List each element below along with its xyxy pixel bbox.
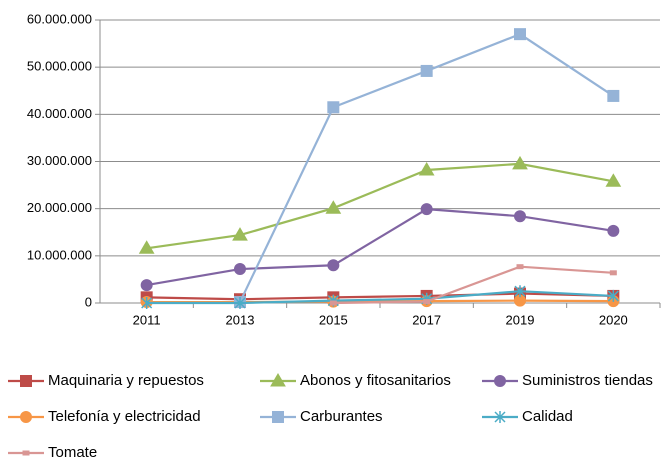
y-tick-label: 30.000.000 xyxy=(27,153,92,168)
x-tick-label: 2011 xyxy=(133,312,161,327)
y-tick-label: 0 xyxy=(85,294,92,309)
x-tick-label: 2013 xyxy=(226,312,255,327)
marker xyxy=(514,210,526,223)
marker xyxy=(516,264,524,270)
marker xyxy=(234,297,246,309)
marker xyxy=(514,285,526,298)
y-tick-label: 40.000.000 xyxy=(27,106,92,121)
series-line xyxy=(146,208,614,287)
legend-marker xyxy=(20,375,32,387)
series-line xyxy=(146,290,614,305)
marker xyxy=(423,299,431,305)
marker xyxy=(138,240,155,254)
marker xyxy=(140,279,153,292)
marker xyxy=(420,203,433,216)
marker xyxy=(141,297,153,309)
y-tick-label: 10.000.000 xyxy=(27,247,92,262)
marker xyxy=(609,270,617,276)
marker xyxy=(329,300,337,306)
marker xyxy=(512,155,528,170)
y-tick-label: 20.000.000 xyxy=(27,200,92,215)
legend-label: Maquinaria y repuestos xyxy=(48,372,204,389)
x-tick-label: 2015 xyxy=(319,312,348,327)
legend-marker xyxy=(22,450,30,456)
marker xyxy=(607,224,620,237)
x-tick-label: 2020 xyxy=(599,312,628,327)
x-tick-label: 2017 xyxy=(412,312,441,327)
legend-marker xyxy=(272,411,284,423)
series-line xyxy=(146,162,614,250)
legend-marker xyxy=(20,411,32,423)
marker xyxy=(607,289,619,302)
series-line xyxy=(333,265,614,305)
marker xyxy=(607,89,620,102)
legend-label: Telefonía y electricidad xyxy=(48,408,201,425)
marker xyxy=(514,28,526,41)
marker xyxy=(605,173,622,187)
legend-label: Suministros tiendas xyxy=(522,372,653,389)
marker xyxy=(418,161,435,176)
y-tick-label: 60.000.000 xyxy=(27,11,92,26)
marker xyxy=(234,263,246,276)
marker xyxy=(420,64,433,77)
marker xyxy=(232,227,248,241)
series-line xyxy=(146,292,614,301)
marker xyxy=(327,101,340,114)
y-tick-label: 50.000.000 xyxy=(27,59,92,74)
legend-label: Carburantes xyxy=(300,408,383,425)
legend-marker xyxy=(494,411,506,423)
x-tick-label: 2019 xyxy=(506,312,535,327)
legend-marker xyxy=(270,373,286,387)
marker xyxy=(325,200,342,214)
legend-marker xyxy=(494,375,506,387)
legend-label: Tomate xyxy=(48,444,97,461)
legend-label: Abonos y fitosanitarios xyxy=(300,372,451,389)
legend-label: Calidad xyxy=(522,408,573,425)
marker xyxy=(327,259,340,272)
